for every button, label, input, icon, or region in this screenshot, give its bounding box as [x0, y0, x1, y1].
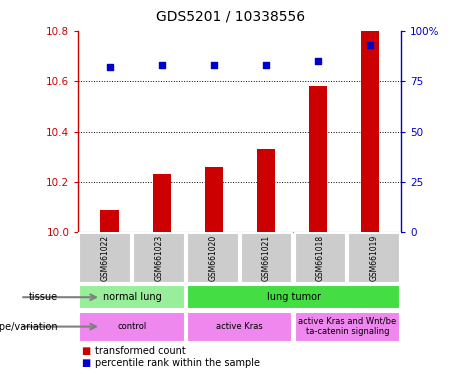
Bar	[187, 233, 239, 283]
Bar	[79, 311, 185, 342]
Point	[262, 62, 269, 68]
Text: GSM661022: GSM661022	[101, 235, 110, 281]
Bar	[205, 167, 223, 232]
Bar	[79, 233, 131, 283]
Bar	[257, 149, 275, 232]
Bar	[133, 233, 185, 283]
Bar	[295, 233, 346, 283]
Point	[210, 62, 218, 68]
Text: percentile rank within the sample: percentile rank within the sample	[95, 358, 260, 368]
Text: transformed count: transformed count	[95, 346, 185, 356]
Text: active Kras and Wnt/be
ta-catenin signaling: active Kras and Wnt/be ta-catenin signal…	[298, 317, 396, 336]
Bar	[349, 233, 400, 283]
Text: GSM661023: GSM661023	[154, 235, 164, 281]
Text: GSM661020: GSM661020	[208, 235, 217, 281]
Text: ■: ■	[81, 358, 90, 368]
Text: ■: ■	[81, 346, 90, 356]
Text: GDS5201 / 10338556: GDS5201 / 10338556	[156, 10, 305, 23]
Point	[366, 42, 373, 48]
Point	[106, 64, 113, 70]
Bar	[187, 285, 400, 309]
Text: genotype/variation: genotype/variation	[0, 321, 58, 332]
Point	[158, 62, 165, 68]
Text: GSM661018: GSM661018	[316, 235, 325, 281]
Bar	[309, 86, 327, 232]
Bar	[361, 31, 379, 232]
Text: GSM661021: GSM661021	[262, 235, 271, 281]
Point	[314, 58, 321, 64]
Text: active Kras: active Kras	[216, 322, 263, 331]
Bar	[295, 311, 400, 342]
Bar	[153, 174, 171, 232]
Text: lung tumor: lung tumor	[266, 292, 320, 302]
Bar	[187, 311, 292, 342]
Bar	[241, 233, 292, 283]
Text: GSM661019: GSM661019	[370, 235, 378, 281]
Bar	[79, 285, 185, 309]
Text: control: control	[118, 322, 147, 331]
Text: normal lung: normal lung	[103, 292, 161, 302]
Bar	[100, 210, 119, 232]
Text: tissue: tissue	[29, 292, 58, 302]
